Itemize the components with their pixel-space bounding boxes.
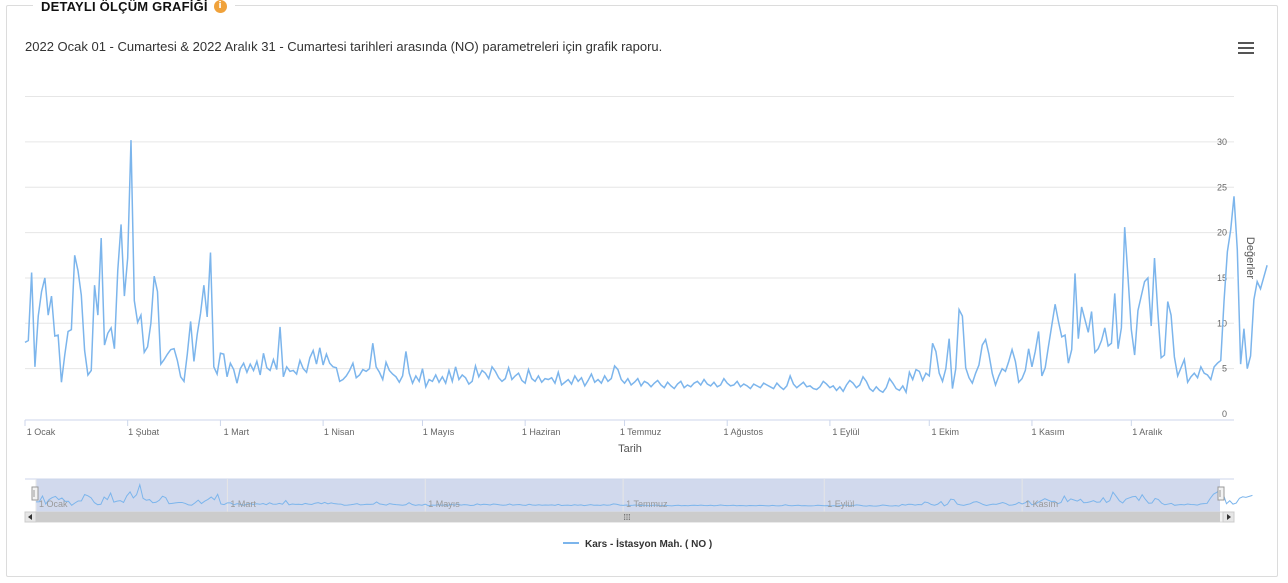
panel-title-text: DETAYLI ÖLÇÜM GRAFİĞİ: [41, 0, 208, 14]
panel-title: DETAYLI ÖLÇÜM GRAFİĞİ i: [33, 0, 235, 15]
chart-panel: DETAYLI ÖLÇÜM GRAFİĞİ i: [6, 0, 1278, 577]
hamburger-menu-icon[interactable]: [1238, 42, 1254, 56]
chart-subtitle: 2022 Ocak 01 - Cumartesi & 2022 Aralık 3…: [25, 39, 663, 54]
info-icon[interactable]: i: [213, 0, 227, 13]
